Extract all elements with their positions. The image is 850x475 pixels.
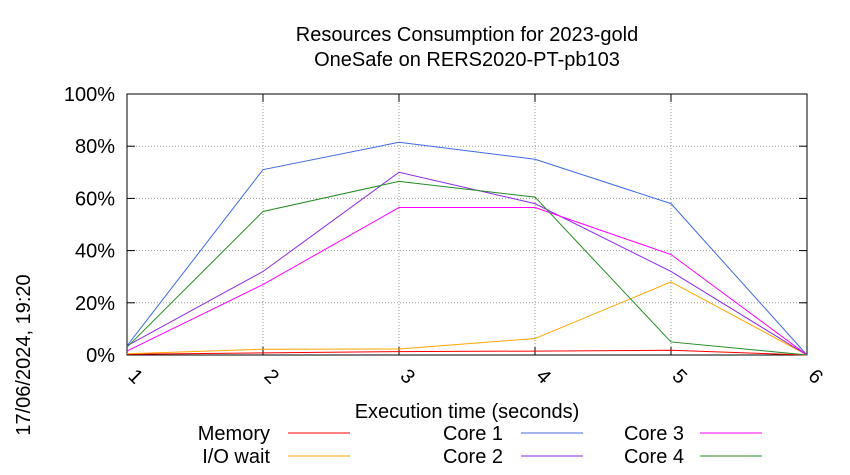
x-axis-label: Execution time (seconds) xyxy=(355,401,580,423)
x-tick-label: 2 xyxy=(260,365,283,388)
y-tick-label: 60% xyxy=(75,188,115,210)
chart-title: Resources Consumption for 2023-gold xyxy=(296,24,638,46)
plot-frame xyxy=(126,93,808,356)
series-line-memory xyxy=(126,349,808,356)
y-tick-label: 20% xyxy=(75,293,115,315)
y-tick-label: 0% xyxy=(86,345,115,367)
series-line-core-1 xyxy=(126,141,808,356)
y-tick-label: 40% xyxy=(75,241,115,263)
x-tick-label: 4 xyxy=(532,365,555,388)
legend-label-core-4: Core 4 xyxy=(624,446,684,468)
series-lines xyxy=(126,141,808,356)
axes: 0% 20% 40% 60% 80% 100% 1 2 3 4 5 6 xyxy=(64,84,827,388)
series-line-core-3 xyxy=(126,207,808,356)
y-tick-label: 100% xyxy=(64,84,115,106)
series-line-i-o-wait xyxy=(126,281,808,356)
y-tick-label: 80% xyxy=(75,136,115,158)
series-line-core-2 xyxy=(126,171,808,356)
legend-label-core-1: Core 1 xyxy=(443,423,503,445)
side-timestamp-label: 17/06/2024, 19:20 xyxy=(13,274,35,435)
x-tick-label: 3 xyxy=(396,365,419,388)
chart-subtitle: OneSafe on RERS2020-PT-pb103 xyxy=(314,49,620,71)
x-tick-label: 1 xyxy=(124,365,147,388)
x-tick-label: 5 xyxy=(668,365,691,388)
grid xyxy=(127,94,807,355)
legend-label-core-2: Core 2 xyxy=(443,446,503,468)
legend-label-core-3: Core 3 xyxy=(624,423,684,445)
legend-label-i-o-wait: I/O wait xyxy=(202,446,270,468)
x-tick-label: 6 xyxy=(804,365,827,388)
legend-label-memory: Memory xyxy=(198,423,270,445)
series-line-core-4 xyxy=(126,180,808,356)
